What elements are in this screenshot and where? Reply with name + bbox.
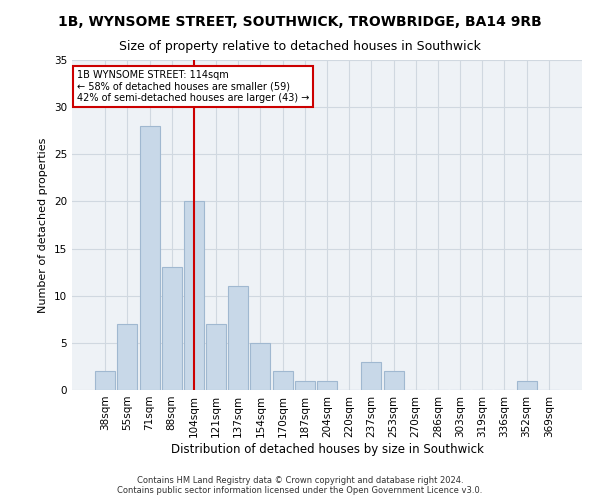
- Bar: [317, 380, 337, 390]
- Text: 1B, WYNSOME STREET, SOUTHWICK, TROWBRIDGE, BA14 9RB: 1B, WYNSOME STREET, SOUTHWICK, TROWBRIDG…: [58, 15, 542, 29]
- X-axis label: Distribution of detached houses by size in Southwick: Distribution of detached houses by size …: [170, 442, 484, 456]
- Bar: [361, 362, 382, 390]
- Bar: [250, 343, 271, 390]
- Text: Contains HM Land Registry data © Crown copyright and database right 2024.
Contai: Contains HM Land Registry data © Crown c…: [118, 476, 482, 495]
- Bar: [162, 268, 182, 390]
- Text: 1B WYNSOME STREET: 114sqm
← 58% of detached houses are smaller (59)
42% of semi-: 1B WYNSOME STREET: 114sqm ← 58% of detac…: [77, 70, 310, 103]
- Bar: [184, 202, 204, 390]
- Bar: [140, 126, 160, 390]
- Bar: [206, 324, 226, 390]
- Bar: [295, 380, 315, 390]
- Bar: [118, 324, 137, 390]
- Bar: [95, 371, 115, 390]
- Bar: [517, 380, 536, 390]
- Bar: [383, 371, 404, 390]
- Text: Size of property relative to detached houses in Southwick: Size of property relative to detached ho…: [119, 40, 481, 53]
- Bar: [228, 286, 248, 390]
- Y-axis label: Number of detached properties: Number of detached properties: [38, 138, 49, 312]
- Bar: [272, 371, 293, 390]
